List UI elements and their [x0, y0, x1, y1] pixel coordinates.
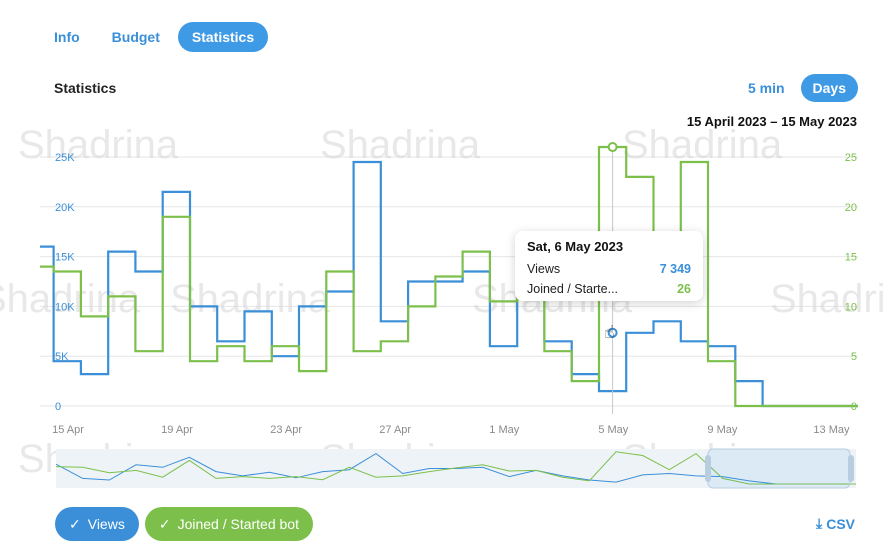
tab-bar: Info Budget Statistics: [40, 22, 272, 52]
x-tick-label: 1 May: [489, 424, 519, 436]
tab-statistics[interactable]: Statistics: [177, 22, 269, 52]
section-title: Statistics: [54, 80, 117, 96]
tab-info[interactable]: Info: [54, 29, 80, 45]
navigator-series-joined: [55, 451, 856, 485]
watermark-layer: Shadrina Shadrina Shadrina Shadrina Shadrina…: [0, 123, 888, 481]
y-left-tick-label: 10K: [55, 301, 75, 313]
navigator-handle-left[interactable]: [705, 455, 711, 482]
tooltip-views-label: Views: [527, 262, 561, 276]
legend-views-label: Views: [87, 516, 125, 532]
tooltip-views-value: 7 349: [659, 262, 691, 276]
watermark-text: Shadrina: [170, 277, 331, 321]
legend-joined-label: Joined / Started bot: [177, 516, 299, 532]
legend: ✓ Views ✓ Joined / Started bot: [55, 507, 319, 541]
x-tick-label: 5 May: [598, 424, 628, 436]
check-icon: ✓: [69, 515, 81, 532]
series-line-joined: [40, 145, 858, 408]
x-tick-label: 9 May: [707, 424, 737, 436]
tooltip-joined-value: 26: [677, 282, 691, 296]
legend-toggle-joined[interactable]: ✓ Joined / Started bot: [144, 507, 313, 541]
navigator-handle-right[interactable]: [848, 455, 854, 482]
watermark-text: Shadrina: [622, 123, 783, 167]
y-left-tick-label: 25K: [55, 152, 75, 164]
date-range-label: 15 April 2023 – 15 May 2023: [686, 114, 857, 129]
range-navigator[interactable]: [55, 448, 856, 489]
watermark-text: Shadrina: [770, 277, 888, 321]
y-right-tick-label: 10: [845, 301, 857, 313]
navigator-window[interactable]: [707, 448, 851, 489]
x-tick-label: 19 Apr: [161, 424, 193, 436]
hand-cursor-icon: ☝: [604, 322, 615, 342]
y-left-tick-label: 0: [55, 401, 61, 413]
series-layer: [40, 145, 858, 408]
watermark-text: Shadrina: [18, 123, 179, 167]
tooltip-title: Sat, 6 May 2023: [527, 239, 624, 254]
csv-download-button[interactable]: ⤓ CSV: [816, 515, 855, 532]
y-right-tick-label: 25: [845, 152, 857, 164]
tooltip-row-joined: Joined / Starte... 26: [527, 282, 691, 296]
watermark-text: Shadrina: [0, 277, 141, 321]
check-icon: ✓: [158, 515, 171, 532]
tooltip-row-views: Views 7 349: [527, 262, 691, 276]
csv-label: CSV: [826, 515, 855, 532]
x-tick-label: 27 Apr: [379, 424, 411, 436]
watermark-text: Shadrina: [320, 123, 481, 167]
tooltip-joined-label: Joined / Starte...: [527, 282, 619, 296]
x-axis: 15 Apr 19 Apr 23 Apr 27 Apr 1 May 5 May 9 May 1…: [52, 424, 850, 436]
chart-grid: [40, 156, 858, 407]
scale-days-button[interactable]: Days: [800, 74, 858, 102]
time-scale-toggle: 5 min Days: [732, 74, 858, 102]
legend-toggle-views[interactable]: ✓ Views: [55, 507, 139, 541]
hover-point-views: [607, 327, 618, 338]
x-tick-label: 13 May: [813, 424, 850, 436]
x-tick-label: 23 Apr: [270, 424, 302, 436]
hover-point-joined: [607, 142, 618, 153]
download-icon: ⤓: [816, 515, 823, 531]
navigator-series-views: [55, 452, 856, 485]
y-left-tick-label: 20K: [55, 202, 75, 214]
x-tick-label: 15 Apr: [52, 424, 84, 436]
scale-5min-button[interactable]: 5 min: [747, 80, 785, 96]
y-right-tick-label: 15: [845, 252, 857, 264]
y-right-tick-label: 5: [851, 351, 857, 363]
chart-tooltip: Sat, 6 May 2023 Views 7 349 Joined / Sta…: [515, 231, 703, 301]
y-left-tick-label: 15K: [55, 252, 75, 264]
tab-budget[interactable]: Budget: [111, 29, 160, 45]
y-right-tick-label: 20: [845, 202, 857, 214]
